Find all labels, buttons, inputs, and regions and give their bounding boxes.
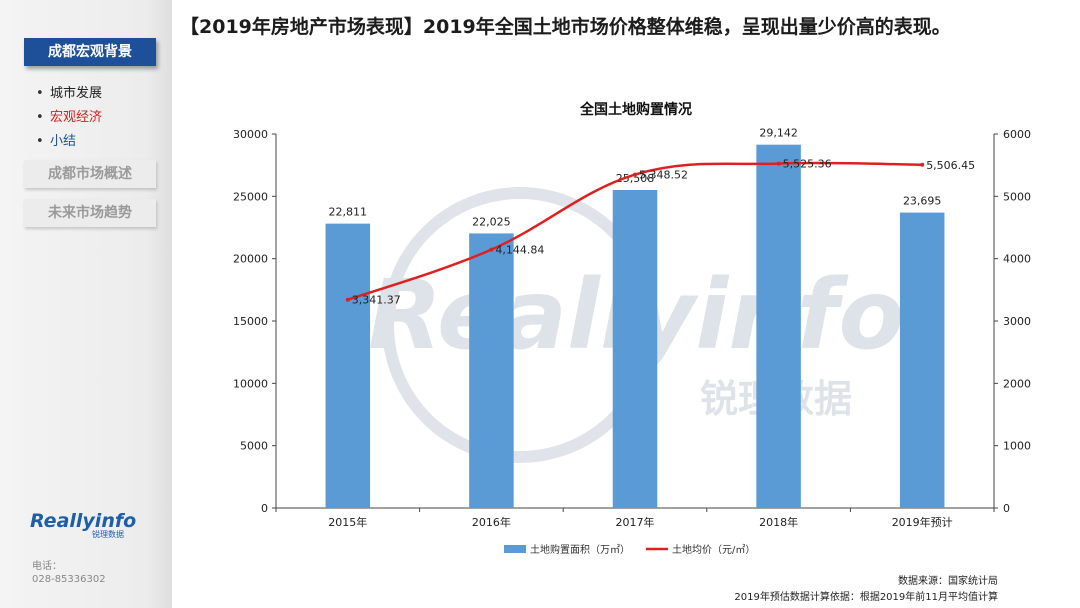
y-right-tick-label: 3000 (1003, 315, 1031, 328)
line-value-label: 5,348.52 (639, 169, 688, 182)
y-right-tick-label: 2000 (1003, 377, 1031, 390)
y-left-tick-label: 10000 (233, 377, 268, 390)
sidebar: 成都宏观背景 • 城市发展 • 宏观经济 • 小结 成都市场概述 未来市场趋势 Rea… (0, 0, 172, 608)
y-left-tick-label: 5000 (240, 440, 268, 453)
x-tick-label: 2015年 (328, 515, 367, 529)
y-right-tick-label: 4000 (1003, 253, 1031, 266)
legend-swatch-bar (504, 545, 526, 553)
bar-value-label: 22,811 (329, 206, 368, 219)
page-headline: 【2019年房地产市场表现】2019年全国土地市场价格整体维稳，呈现出量少价高的… (180, 16, 951, 38)
bar-land-area (325, 223, 371, 508)
nav-sub-item-label: 小结 (50, 134, 77, 149)
nav-sub-item-summary[interactable]: • 小结 (36, 130, 102, 154)
line-value-label: 5,506.45 (926, 159, 975, 172)
nav-section-market-overview[interactable]: 成都市场概述 (24, 160, 156, 188)
bullet-icon: • (36, 86, 44, 101)
bar-land-area (899, 212, 945, 508)
bullet-icon: • (36, 110, 44, 125)
line-point-land-price (776, 161, 781, 166)
logo-subtext: 锐理数据 (92, 530, 124, 539)
bar-value-label: 29,142 (759, 127, 798, 140)
y-right-tick-label: 0 (1003, 502, 1010, 515)
nav-sub-list: • 城市发展 • 宏观经济 • 小结 (36, 82, 102, 154)
footnote-estimate-basis: 2019年预估数据计算依据：根据2019年前11月平均值计算 (734, 592, 998, 603)
y-left-tick-label: 25000 (233, 190, 268, 203)
bar-value-label: 22,025 (472, 215, 511, 228)
phone-label: 电话： (32, 561, 62, 572)
nav-sub-item-label: 城市发展 (50, 86, 103, 101)
legend-label-price: 土地均价（元/㎡） (672, 543, 755, 556)
legend-label-area: 土地购置面积（万㎡） (530, 543, 630, 556)
phone-number: 028-85336302 (32, 574, 106, 585)
x-tick-label: 2018年 (759, 515, 798, 529)
footnote-source: 数据来源：国家统计局 (898, 576, 998, 587)
contact-phone: 电话： 028-85336302 (32, 560, 106, 586)
line-point-land-price (920, 162, 925, 167)
chart-marks: 0 5000 10000 15000 20000 25000 30000 0 1000 2000 3… (233, 127, 1031, 529)
bar-land-area (469, 233, 514, 508)
nav-sub-item-macro-economy[interactable]: • 宏观经济 (36, 106, 102, 130)
line-point-land-price (633, 172, 637, 177)
bar-land-area (612, 190, 658, 509)
line-value-label: 4,144.84 (495, 244, 544, 257)
bar-land-area (756, 144, 801, 508)
company-logo: Reallyinfo 锐理数据 (30, 510, 136, 540)
line-point-land-price (489, 247, 494, 252)
legend: 土地购置面积（万㎡） 土地均价（元/㎡） (504, 543, 755, 556)
line-value-label: 3,341.37 (352, 294, 401, 307)
nav-section-future-trend[interactable]: 未来市场趋势 (24, 199, 156, 227)
line-point-land-price (345, 297, 350, 302)
x-tick-label: 2019年预计 (892, 515, 953, 529)
nav-section-macro-background[interactable]: 成都宏观背景 (24, 38, 156, 66)
bullet-icon: • (36, 134, 44, 149)
nav-sub-item-city-development[interactable]: • 城市发展 (36, 82, 102, 106)
logo-text: Reallyinfo (30, 510, 137, 532)
y-right-tick-label: 1000 (1003, 440, 1031, 453)
bar-value-label: 23,695 (903, 195, 942, 208)
nav-sub-item-label: 宏观经济 (50, 110, 103, 125)
y-left-tick-label: 30000 (233, 128, 268, 141)
y-right-tick-label: 5000 (1003, 190, 1031, 203)
bar-value-label: 25,508 (616, 172, 655, 185)
line-value-label: 5,525.36 (783, 158, 832, 171)
chart-title: 全国土地购置情况 (579, 101, 692, 118)
y-left-tick-label: 0 (261, 502, 268, 515)
x-tick-label: 2016年 (472, 515, 511, 529)
y-left-tick-label: 15000 (233, 315, 268, 328)
y-right-tick-label: 6000 (1003, 128, 1031, 141)
x-tick-label: 2017年 (616, 515, 655, 529)
y-left-tick-label: 20000 (233, 253, 268, 266)
